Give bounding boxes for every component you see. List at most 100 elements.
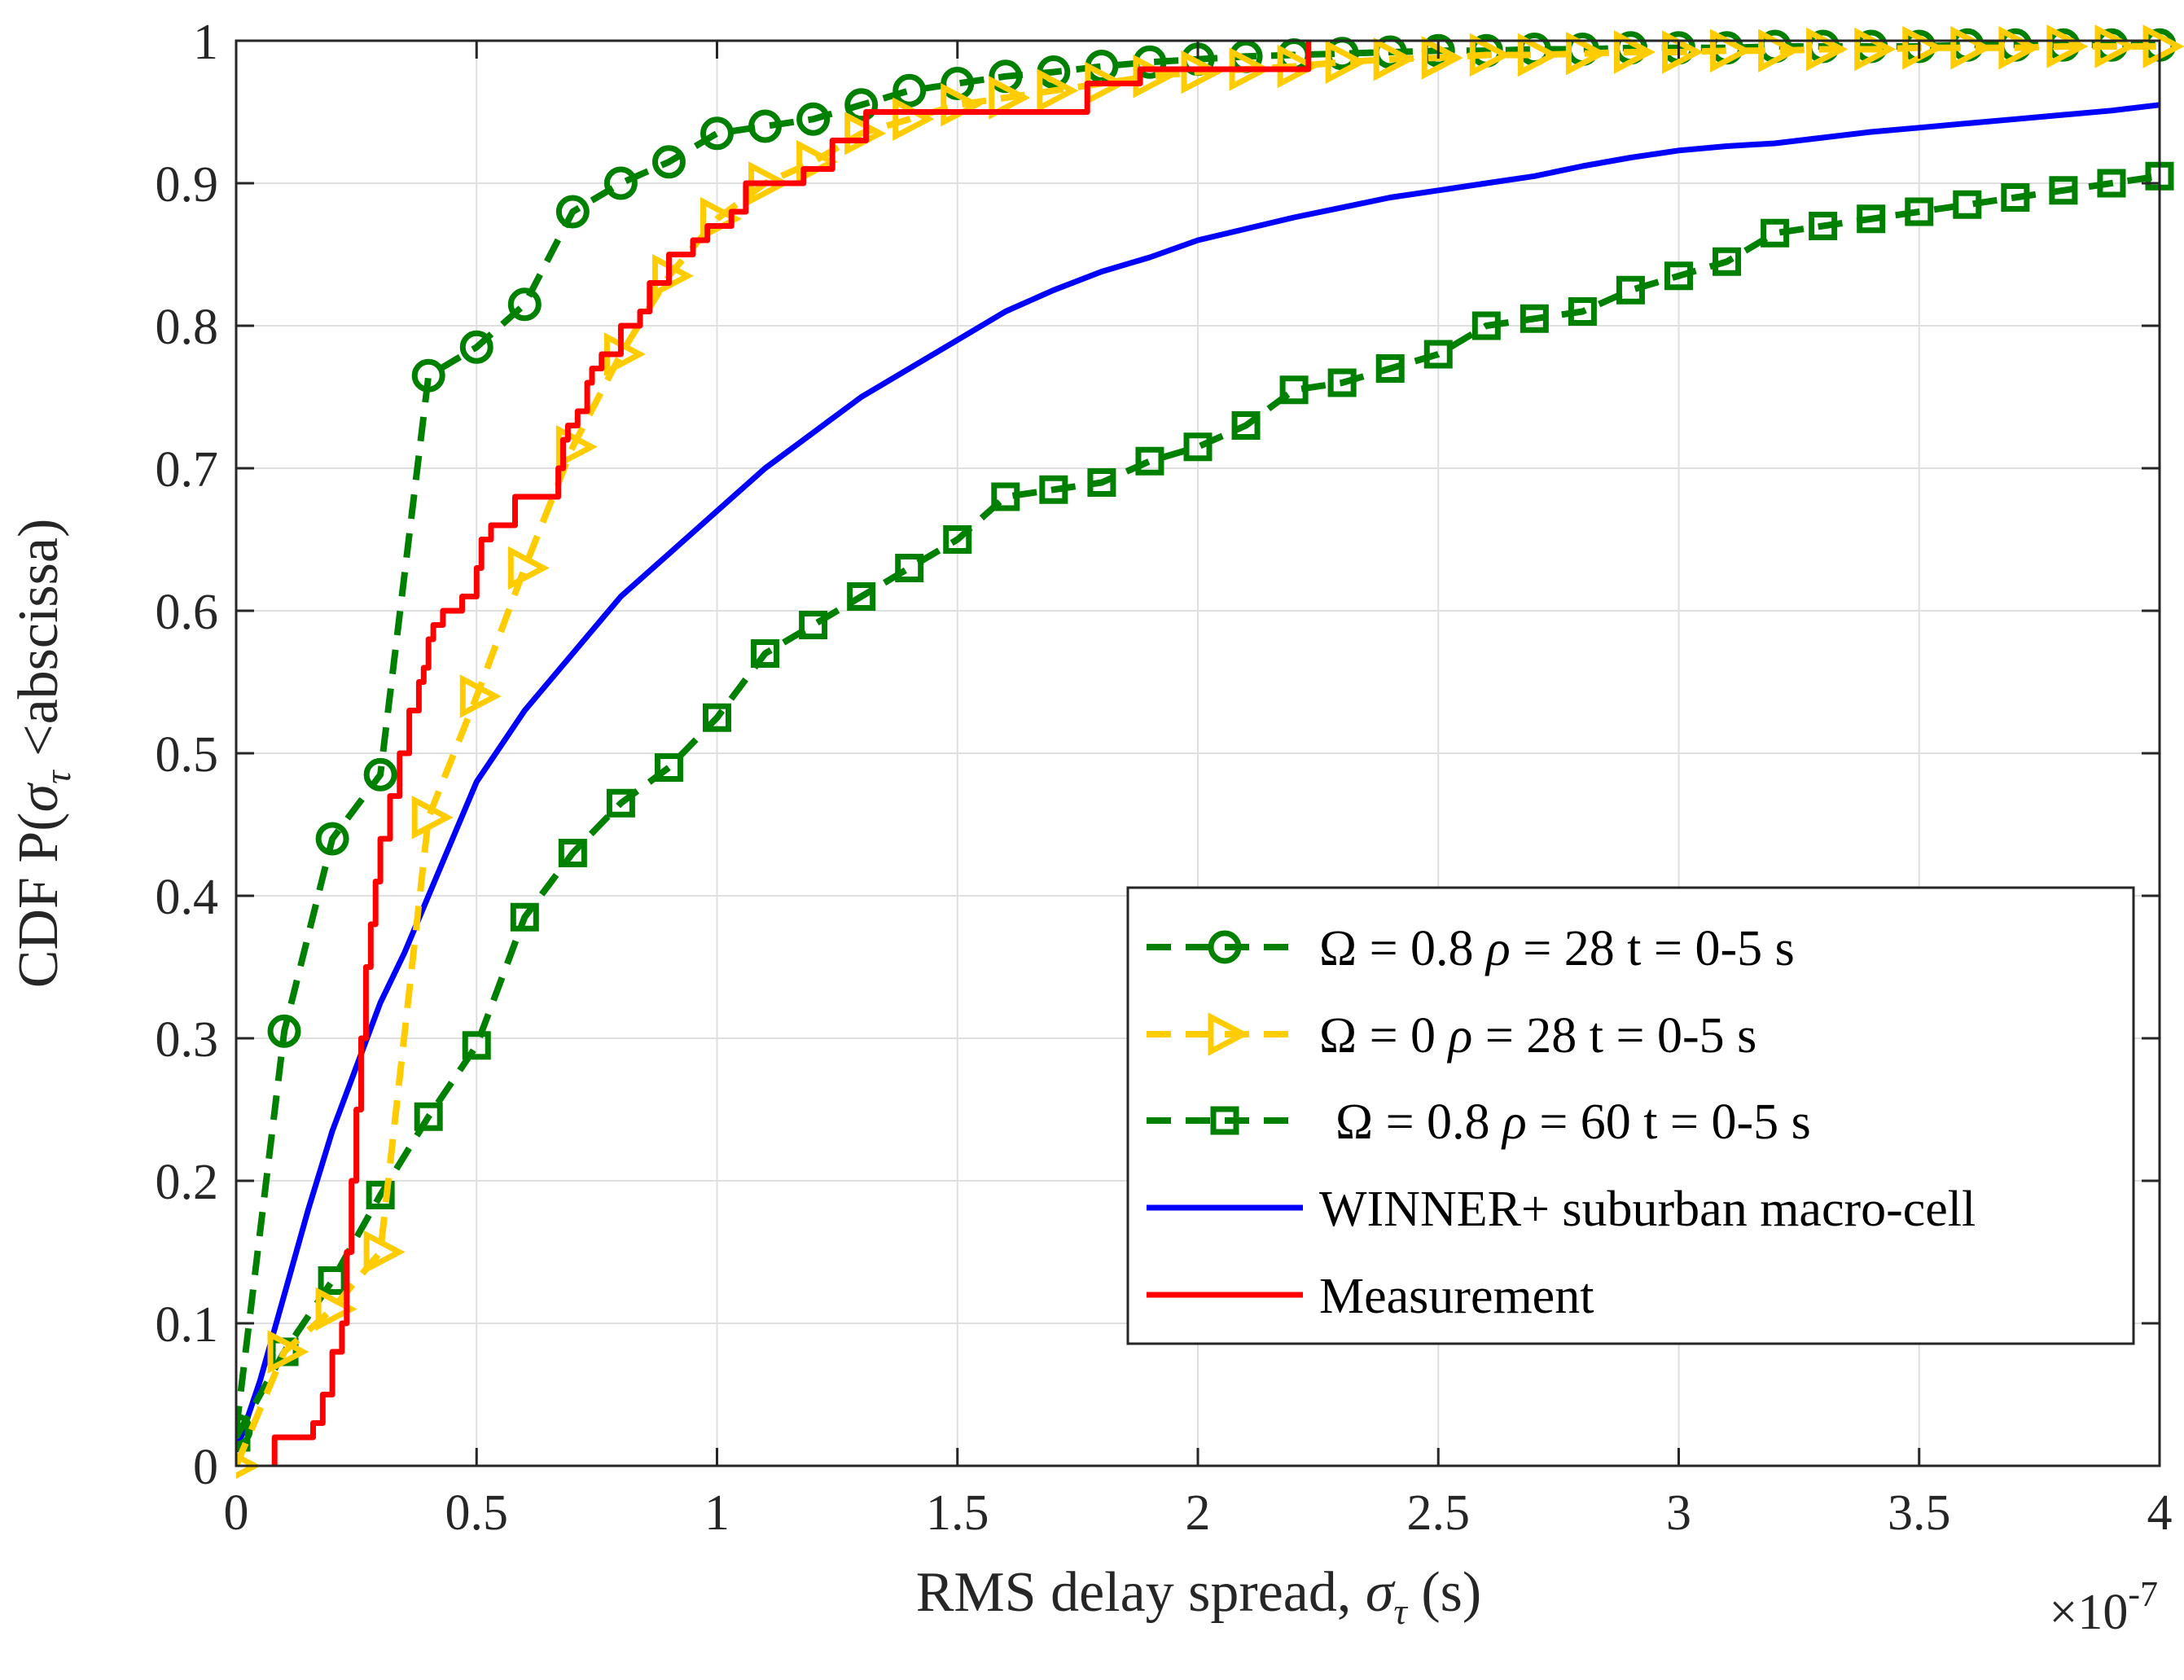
- data-point-marker: [414, 1102, 443, 1131]
- legend-label-measurement: Measurement: [1319, 1269, 1594, 1324]
- data-point-marker: [989, 76, 1031, 120]
- data-point-marker: [991, 482, 1020, 511]
- data-point-marker: [1662, 30, 1704, 74]
- data-point-marker: [1231, 411, 1261, 440]
- data-point-marker: [1037, 68, 1079, 113]
- y-tick-label: 0: [193, 1440, 218, 1495]
- y-tick-label: 0.5: [156, 727, 219, 783]
- y-tick-label: 1: [193, 15, 218, 70]
- data-point-marker: [1421, 36, 1463, 80]
- x-tick-label: 2.5: [1407, 1485, 1471, 1541]
- data-point-marker: [703, 703, 731, 732]
- data-point-marker: [1469, 33, 1511, 77]
- data-point-marker: [1613, 30, 1656, 74]
- x-tick-label: 1.5: [926, 1485, 989, 1541]
- data-point-marker: [363, 757, 397, 792]
- data-point-marker: [1758, 29, 1800, 73]
- data-point-marker: [1520, 304, 1549, 333]
- x-tick-label: 0.5: [445, 1485, 509, 1541]
- y-tick-label: 0.3: [156, 1012, 219, 1068]
- x-tick-label: 4: [2147, 1485, 2173, 1541]
- data-point-marker: [1857, 204, 1886, 234]
- data-point-marker: [1183, 432, 1213, 462]
- data-point-marker: [796, 102, 831, 136]
- data-point-marker: [892, 73, 927, 107]
- y-tick-label: 0.4: [156, 870, 219, 925]
- data-point-marker: [462, 1031, 491, 1060]
- data-point-marker: [411, 795, 454, 840]
- data-point-marker: [603, 166, 638, 200]
- data-point-marker: [363, 1230, 406, 1274]
- data-point-marker: [1279, 375, 1309, 405]
- data-point-marker: [236, 1452, 261, 1480]
- data-point-marker: [2097, 169, 2126, 198]
- data-point-marker: [1950, 25, 1993, 70]
- legend: Ω = 0.8 ρ = 28 t = 0-5 s Ω = 0 ρ = 28 t …: [1126, 886, 2135, 1345]
- data-point-marker: [459, 330, 493, 364]
- data-point-marker: [1565, 31, 1607, 76]
- data-point-marker: [267, 1330, 309, 1374]
- data-point-marker: [1809, 212, 1838, 240]
- x-axis-label: RMS delay spread, στ (s): [916, 1561, 1482, 1632]
- legend-sample-marker: [1208, 930, 1242, 964]
- series-4: [271, 41, 1312, 1466]
- data-point-marker: [1327, 368, 1357, 397]
- data-point-marker: [799, 611, 828, 639]
- data-point-marker: [654, 753, 683, 782]
- data-point-marker: [507, 546, 550, 590]
- data-point-marker: [1953, 190, 1982, 219]
- x-tick-label: 3: [1666, 1485, 1691, 1541]
- data-point-marker: [1616, 275, 1645, 305]
- data-point-marker: [2094, 24, 2137, 68]
- data-point-marker: [510, 902, 539, 932]
- data-point-marker: [1710, 29, 1752, 73]
- data-point-marker: [1761, 218, 1790, 248]
- data-point-marker: [748, 109, 783, 143]
- y-tick-label: 0.1: [156, 1297, 219, 1353]
- y-axis-label: CDF P(στ <abscissa): [7, 519, 78, 989]
- legend-samples: [1147, 930, 1303, 1298]
- data-point-marker: [2049, 176, 2078, 205]
- data-point-marker: [1902, 25, 1945, 70]
- x-exponent-label: ×10-7: [2049, 1574, 2158, 1640]
- data-point-marker: [1373, 37, 1415, 81]
- data-point-marker: [507, 287, 542, 322]
- series-layer: [236, 24, 2184, 1480]
- data-point-marker: [318, 1266, 347, 1295]
- data-point-marker: [700, 116, 734, 151]
- x-tick-label: 0: [224, 1485, 249, 1541]
- data-point-marker: [2001, 183, 2030, 212]
- data-point-marker: [1517, 33, 1559, 77]
- series-2: [236, 161, 2174, 1452]
- x-tick-label: 3.5: [1888, 1485, 1951, 1541]
- series-line: [236, 173, 2160, 1439]
- legend-sample-marker: [1210, 1106, 1239, 1135]
- y-tick-label: 0.6: [156, 585, 219, 640]
- x-tick-label: 2: [1186, 1485, 1211, 1541]
- data-point-marker: [1905, 197, 1934, 226]
- legend-sample-marker: [1208, 1012, 1250, 1056]
- legend-box: [1126, 886, 2135, 1345]
- data-point-marker: [555, 195, 590, 229]
- data-point-marker: [1471, 311, 1501, 340]
- legend-label-winner: WINNER+ suburban macro-cell: [1319, 1182, 1976, 1237]
- x-tick-label: 1: [704, 1485, 730, 1541]
- data-point-marker: [1039, 475, 1068, 504]
- data-point-marker: [943, 525, 972, 554]
- data-point-marker: [847, 582, 876, 611]
- data-point-marker: [459, 674, 502, 718]
- data-point-marker: [1135, 446, 1164, 476]
- y-tick-labels: 0 0.1 0.2 0.3 0.4 0.5 0.6 0.7 0.8 0.9 1: [156, 15, 219, 1495]
- data-point-marker: [558, 839, 587, 867]
- data-point-marker: [315, 1287, 357, 1331]
- data-point-marker: [1423, 340, 1453, 369]
- data-point-marker: [315, 822, 349, 856]
- y-tick-label: 0.9: [156, 157, 219, 213]
- y-tick-label: 0.7: [156, 442, 219, 498]
- data-point-marker: [236, 1413, 253, 1447]
- y-tick-label: 0.2: [156, 1155, 219, 1210]
- legend-label-omega08-rho60: Ω = 0.8 ρ = 60 t = 0-5 s: [1335, 1094, 1811, 1150]
- data-point-marker: [1568, 297, 1597, 326]
- data-point-marker: [1998, 25, 2041, 70]
